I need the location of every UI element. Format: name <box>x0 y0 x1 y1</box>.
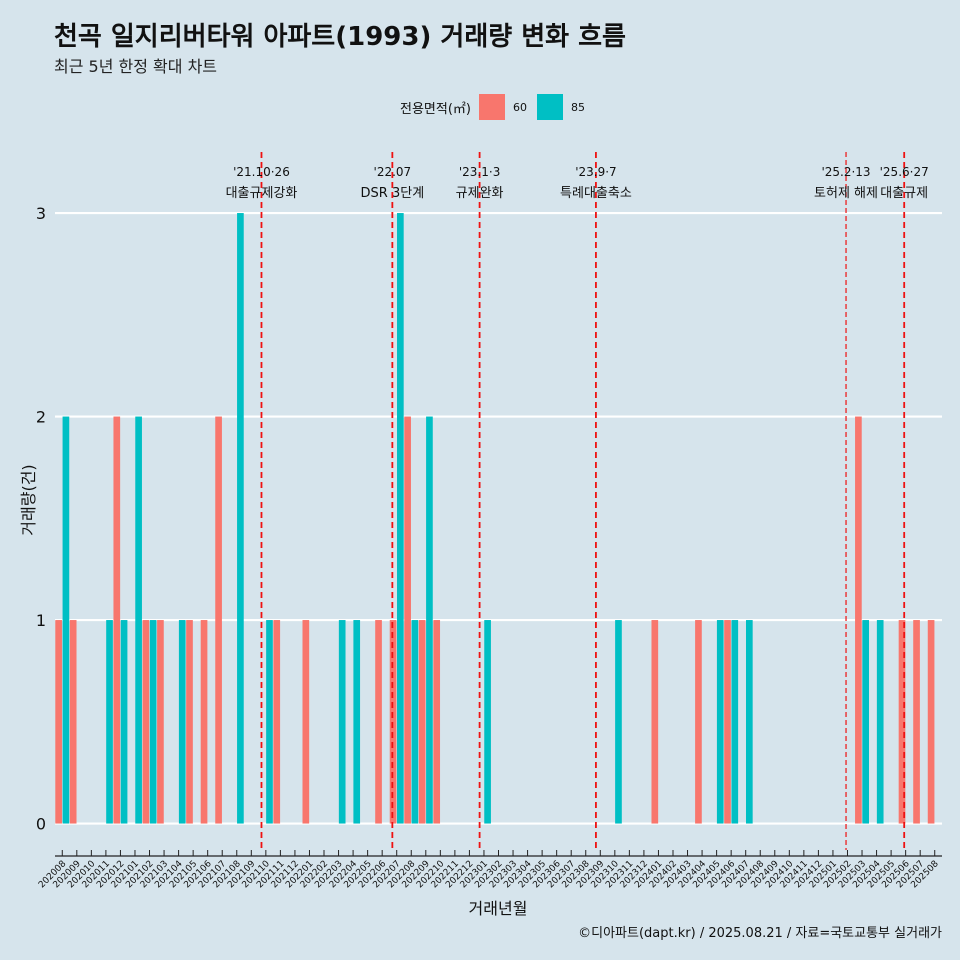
bar-60-202207 <box>389 620 397 824</box>
bar-60-202201 <box>302 620 310 824</box>
bar-60-202208 <box>404 416 411 824</box>
event-date-4: '25.2·13 <box>821 165 870 179</box>
bar-85-202208 <box>411 620 419 824</box>
event-date-5: '25.6·27 <box>880 165 929 179</box>
bar-60-202508 <box>927 620 935 824</box>
event-desc-4: 토허제 해제 <box>814 186 878 201</box>
bar-60-202210 <box>433 620 441 824</box>
bar-85-202101 <box>135 416 142 824</box>
bar-85-202102 <box>149 620 157 824</box>
y-axis: 0 1 2 3 <box>36 204 46 833</box>
footer-credit: ©디아파트(dapt.kr) / 2025.08.21 / 자료=국토교통부 실… <box>578 926 942 941</box>
bar-60-202008 <box>55 620 62 824</box>
event-desc-0: 대출규제강화 <box>226 186 298 201</box>
chart-subtitle: 최근 5년 한정 확대 차트 <box>54 57 218 76</box>
bar-85-202407 <box>745 620 753 824</box>
y-tick-label-1: 1 <box>36 611 46 630</box>
bar-60-202111 <box>273 620 281 824</box>
event-date-3: '23.9·7 <box>575 165 616 179</box>
bar-60-202507 <box>913 620 920 824</box>
bar-85-202209 <box>426 416 433 824</box>
legend-swatch-60 <box>478 94 505 120</box>
bar-85-202310 <box>615 620 622 824</box>
bar-85-202110 <box>266 620 273 824</box>
bar-85-202301 <box>484 620 491 824</box>
bar-85-202406 <box>731 620 739 824</box>
legend-label-85: 85 <box>570 100 585 114</box>
bar-60-202401 <box>651 620 659 824</box>
legend: 전용면적(㎡) 60 85 <box>400 93 595 121</box>
event-date-0: '21.10·26 <box>233 165 290 179</box>
bar-60-202105 <box>186 620 193 824</box>
event-desc-3: 특례대출축소 <box>560 186 632 201</box>
bar-60-202106 <box>200 620 208 824</box>
y-tick-label-0: 0 <box>36 815 46 834</box>
event-date-1: '22.07 <box>374 165 412 179</box>
event-desc-5: 대출규제 <box>880 186 928 201</box>
bar-85-202504 <box>876 620 884 824</box>
event-lines: '21.10·26 대출규제강화 '22.07 DSR 3단계 '23.1·3 규제완화 '… <box>226 152 929 850</box>
bar-85-202011 <box>106 620 113 824</box>
x-axis-label: 거래년월 <box>469 899 528 918</box>
chart-title: 천곡 일지리버타워 아파트(1993) 거래량 변화 흐름 <box>54 22 626 52</box>
bar-60-202404 <box>695 620 702 824</box>
bar-85-202012 <box>120 620 128 824</box>
bar-60-202506 <box>898 620 906 824</box>
bar-60-202209 <box>418 620 426 824</box>
bar-85-202503 <box>862 620 869 824</box>
bar-85-202207 <box>397 213 404 824</box>
bar-60-202206 <box>375 620 382 824</box>
bar-60-202503 <box>855 416 862 824</box>
event-desc-1: DSR 3단계 <box>361 186 425 201</box>
bar-60-202406 <box>724 620 731 824</box>
bar-60-202103 <box>157 620 164 824</box>
event-date-2: '23.1·3 <box>459 165 500 179</box>
legend-swatch-85 <box>536 94 563 120</box>
bar-60-202102 <box>142 620 150 824</box>
bar-60-202009 <box>69 620 77 824</box>
bar-60-202012 <box>113 416 121 824</box>
bar-85-202108 <box>237 213 244 824</box>
event-desc-2: 규제완화 <box>456 186 504 201</box>
y-tick-label-2: 2 <box>36 408 46 427</box>
bars <box>55 213 935 824</box>
bar-85-202104 <box>178 620 186 824</box>
y-axis-label: 거래량(건) <box>19 464 38 535</box>
bar-85-202008 <box>62 416 70 824</box>
bar-85-202405 <box>716 620 724 824</box>
legend-label-60: 60 <box>512 100 527 114</box>
bar-85-202203 <box>338 620 346 824</box>
bar-60-202107 <box>215 416 222 824</box>
x-axis: 2020082020092020102020112020122021012021… <box>37 850 942 890</box>
legend-title: 전용면적(㎡) <box>400 101 471 117</box>
y-tick-label-3: 3 <box>36 204 46 223</box>
bar-85-202204 <box>353 620 361 824</box>
